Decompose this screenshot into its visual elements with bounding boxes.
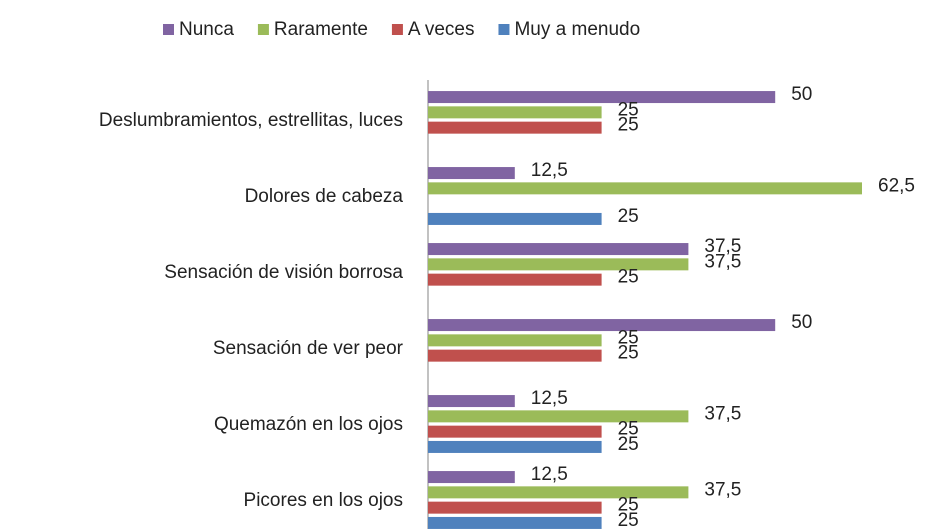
bar [428, 273, 602, 286]
bar [428, 516, 602, 529]
bar [428, 471, 515, 484]
bar [428, 501, 602, 514]
value-label: 25 [618, 343, 639, 364]
value-label: 25 [618, 267, 639, 288]
value-label: 25 [618, 510, 639, 529]
bar [428, 212, 602, 225]
value-label: 12,5 [531, 160, 568, 181]
legend-swatch [257, 24, 269, 35]
category-label: Quemazón en los ojos [214, 414, 403, 435]
value-label: 12,5 [531, 388, 568, 409]
value-label: 37,5 [704, 236, 741, 257]
category-label: Deslumbramientos, estrellitas, luces [99, 110, 403, 131]
legend-label: A veces [408, 19, 475, 40]
bar [428, 410, 689, 423]
value-label: 25 [618, 327, 639, 348]
category-label: Sensación de ver peor [213, 338, 404, 359]
bar [428, 182, 862, 195]
bar [428, 91, 776, 104]
legend-label: Nunca [179, 19, 234, 40]
category-label: Dolores de cabeza [245, 186, 404, 207]
value-label: 37,5 [704, 479, 741, 500]
value-label: 50 [791, 312, 812, 333]
value-label: 25 [618, 115, 639, 136]
bar [428, 349, 602, 362]
bar [428, 334, 602, 347]
bar [428, 258, 689, 271]
bar [428, 243, 689, 256]
legend-label: Raramente [274, 19, 368, 40]
bar [428, 440, 602, 453]
value-label: 62,5 [878, 175, 915, 196]
category-label: Picores en los ojos [244, 490, 403, 511]
value-label: 25 [618, 495, 639, 516]
value-label: 25 [618, 99, 639, 120]
category-label: Sensación de visión borrosa [164, 262, 403, 283]
legend-swatch [163, 24, 174, 35]
legend-swatch [391, 24, 403, 35]
bar [428, 106, 602, 119]
value-label: 50 [791, 84, 812, 105]
value-label: 37,5 [704, 251, 741, 272]
value-label: 25 [618, 434, 639, 455]
bar [428, 167, 515, 180]
bar [428, 319, 776, 332]
value-label: 37,5 [704, 403, 741, 424]
bar [428, 486, 689, 499]
bar [428, 425, 602, 438]
value-label: 25 [618, 419, 639, 440]
value-label: 25 [618, 206, 639, 227]
bar [428, 395, 515, 408]
legend-label: Muy a menudo [514, 19, 640, 40]
legend-swatch [498, 24, 510, 35]
bar [428, 121, 602, 134]
value-label: 12,5 [531, 464, 568, 485]
